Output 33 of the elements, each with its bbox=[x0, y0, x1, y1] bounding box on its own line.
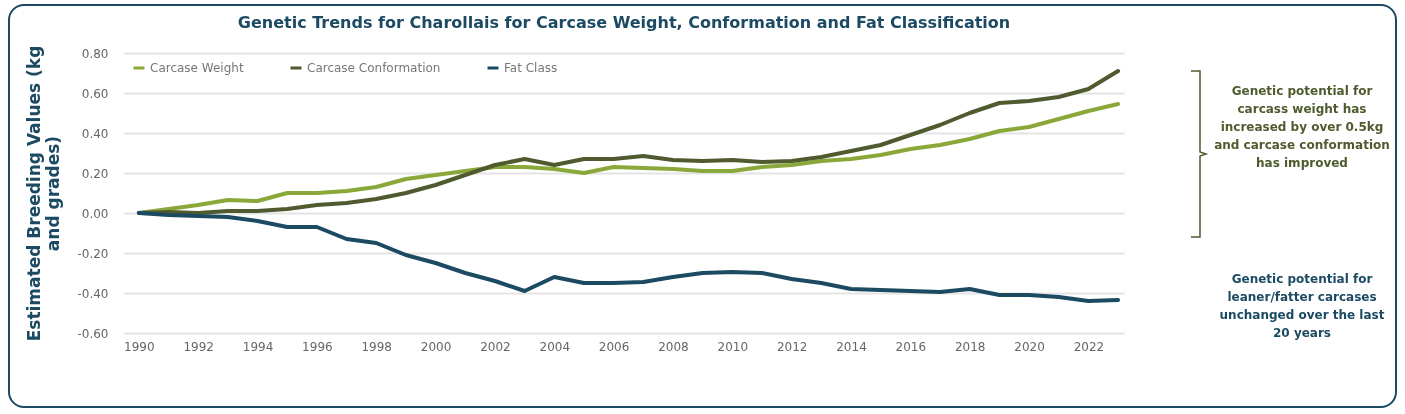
y-tick-label: 0.20 bbox=[81, 166, 109, 181]
text: Genetic potential for carcass weight has increased by over 0.5kg and carcase conformation has improved bbox=[1213, 83, 1391, 172]
x-tick-label: 2014 bbox=[836, 339, 867, 354]
x-tick-label: 1998 bbox=[361, 339, 392, 354]
line-series bbox=[136, 211, 1121, 303]
legend-label: Carcase Conformation bbox=[307, 61, 441, 75]
x-tick-label: 2018 bbox=[954, 339, 986, 354]
x-tick-label: 1994 bbox=[242, 339, 274, 354]
x-tick-label: 2008 bbox=[658, 339, 689, 354]
y-tick-label: -0.20 bbox=[77, 246, 109, 261]
x-tick-label: 2012 bbox=[776, 339, 808, 354]
y-tick-label: 0.40 bbox=[81, 126, 109, 141]
x-tick-label: 2004 bbox=[539, 339, 571, 354]
x-tick-label: 1996 bbox=[302, 339, 333, 354]
x-tick-label: 2016 bbox=[895, 339, 927, 354]
y-tick-label: 0.60 bbox=[81, 86, 109, 101]
x-tick-label: 2022 bbox=[1073, 339, 1105, 354]
x-tick-label: 1990 bbox=[124, 339, 155, 354]
x-tick-label: 1992 bbox=[183, 339, 214, 354]
y-tick-label: -0.40 bbox=[77, 286, 109, 301]
x-tick-label: 2000 bbox=[420, 339, 452, 354]
x-tick-label: 2006 bbox=[598, 339, 630, 354]
y-tick-label: 0.00 bbox=[81, 206, 109, 221]
y-tick-label: -0.60 bbox=[77, 326, 109, 341]
chart-title: Genetic Trends for Charollais for Carcase Weight, Conformation and Fat Classification bbox=[237, 13, 1011, 33]
legend-label: Carcase Weight bbox=[150, 61, 244, 75]
y-axis-title: Estimated Breeding Values (kg and grades) bbox=[24, 45, 64, 342]
legend-label: Fat Class bbox=[504, 61, 558, 75]
x-tick-label: 2020 bbox=[1014, 339, 1045, 354]
y-tick-label: 0.80 bbox=[81, 46, 109, 61]
text: Genetic potential for leaner/fatter carcases unchanged over the last 20 years bbox=[1218, 271, 1386, 342]
x-tick-label: 2002 bbox=[480, 339, 511, 354]
x-tick-label: 2010 bbox=[717, 339, 749, 354]
